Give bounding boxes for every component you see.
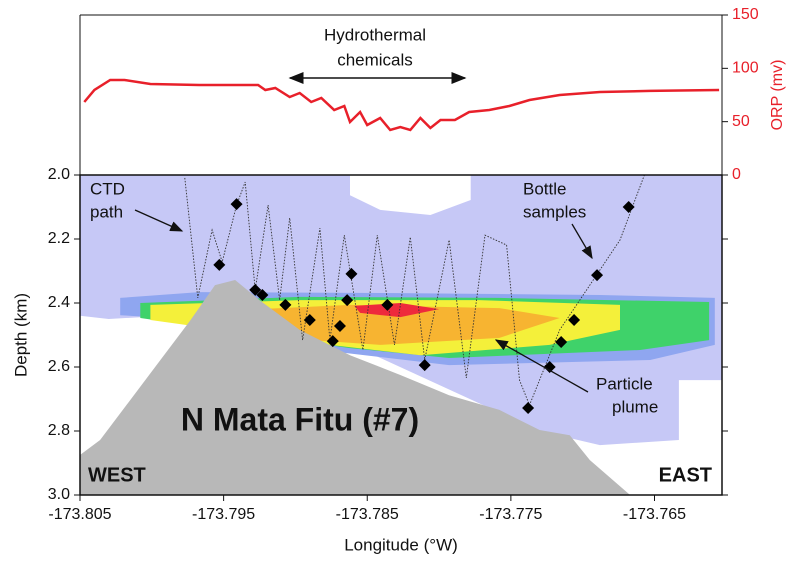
annotation: EAST: [659, 464, 712, 486]
y2-tick-label: 0: [732, 166, 741, 183]
orp-line: [83, 78, 720, 132]
y-tick-label: 2.2: [48, 230, 70, 247]
y-tick-label: 3.0: [48, 486, 70, 503]
y2-tick-label: 150: [732, 6, 759, 23]
annotation: WEST: [88, 464, 146, 486]
annotation: Particle: [596, 374, 653, 393]
seafloor: [80, 280, 631, 495]
y2-axis-label: ORP (mv): [769, 60, 786, 131]
plume-contour: [354, 303, 440, 318]
annotation: path: [90, 202, 123, 221]
bottle-sample: [326, 335, 339, 348]
bottle-sample: [418, 359, 431, 372]
y-tick-label: 2.0: [48, 166, 70, 183]
layout: [79, 14, 723, 496]
section-frame: [79, 174, 723, 496]
bottle-sample: [333, 320, 346, 333]
annotation: Bottle: [523, 179, 566, 198]
arrow: [571, 223, 593, 260]
bottle-sample: [303, 313, 316, 326]
y-tick-label: 2.6: [48, 358, 70, 375]
bottle-sample: [230, 198, 243, 211]
bottle-sample: [543, 361, 556, 373]
bottle-sample: [381, 298, 394, 311]
annotation: CTD: [90, 179, 125, 198]
arrow: [134, 209, 184, 232]
annotation: samples: [523, 202, 586, 221]
x-tick-label: -173.765: [623, 506, 686, 523]
annotation: Hydrothermal: [324, 25, 426, 44]
y2-tick-label: 100: [732, 60, 759, 77]
annotation: N Mata Fitu (#7): [181, 401, 419, 437]
bottle-sample: [555, 336, 568, 349]
bottle-sample: [522, 401, 535, 414]
bottle-sample: [256, 289, 269, 301]
x-axis-label: Longitude (°W): [344, 535, 458, 554]
bottle-sample: [591, 269, 604, 282]
bottle-sample: [341, 294, 354, 307]
y2-tick-label: 50: [732, 113, 750, 130]
y-axis-label: Depth (km): [11, 293, 30, 377]
arrow: [494, 339, 589, 393]
annotation: plume: [612, 397, 658, 416]
bottle-sample: [568, 313, 581, 326]
x-tick-label: -173.805: [48, 506, 111, 523]
y-tick-label: 2.8: [48, 422, 70, 439]
x-tick-label: -173.795: [192, 506, 255, 523]
ctd-path: [184, 175, 645, 407]
bottle-sample: [279, 298, 292, 311]
bottle-sample: [345, 267, 358, 280]
x-tick-label: -173.775: [479, 506, 542, 523]
bottle-sample: [249, 283, 262, 296]
y-tick-label: 2.4: [48, 294, 70, 311]
bottle-sample: [213, 258, 226, 271]
x-tick-label: -173.785: [336, 506, 399, 523]
bottle-sample: [622, 201, 635, 213]
section-area: [80, 175, 722, 495]
annotation: chemicals: [337, 50, 413, 69]
